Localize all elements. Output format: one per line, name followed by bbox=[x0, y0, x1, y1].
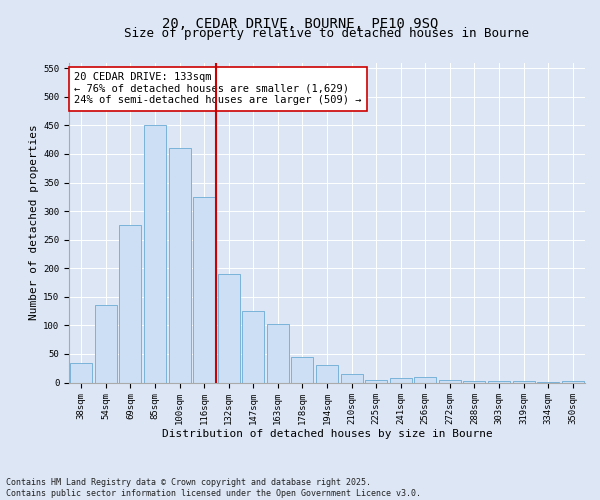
Bar bbox=[316, 366, 338, 382]
Bar bbox=[365, 380, 387, 382]
Bar bbox=[389, 378, 412, 382]
Bar bbox=[341, 374, 362, 382]
Text: 20 CEDAR DRIVE: 133sqm
← 76% of detached houses are smaller (1,629)
24% of semi-: 20 CEDAR DRIVE: 133sqm ← 76% of detached… bbox=[74, 72, 362, 106]
Bar bbox=[119, 226, 142, 382]
Bar bbox=[463, 381, 485, 382]
Bar bbox=[292, 357, 313, 382]
Y-axis label: Number of detached properties: Number of detached properties bbox=[29, 124, 39, 320]
Bar bbox=[414, 377, 436, 382]
Bar bbox=[242, 311, 265, 382]
Text: 20, CEDAR DRIVE, BOURNE, PE10 9SQ: 20, CEDAR DRIVE, BOURNE, PE10 9SQ bbox=[162, 18, 438, 32]
Bar bbox=[70, 362, 92, 382]
Bar bbox=[512, 381, 535, 382]
Bar bbox=[169, 148, 191, 382]
X-axis label: Distribution of detached houses by size in Bourne: Distribution of detached houses by size … bbox=[161, 428, 493, 438]
Bar bbox=[193, 197, 215, 382]
Bar bbox=[218, 274, 240, 382]
Title: Size of property relative to detached houses in Bourne: Size of property relative to detached ho… bbox=[125, 28, 530, 40]
Bar bbox=[144, 126, 166, 382]
Bar bbox=[267, 324, 289, 382]
Text: Contains HM Land Registry data © Crown copyright and database right 2025.
Contai: Contains HM Land Registry data © Crown c… bbox=[6, 478, 421, 498]
Bar bbox=[562, 381, 584, 382]
Bar bbox=[439, 380, 461, 382]
Bar bbox=[95, 306, 117, 382]
